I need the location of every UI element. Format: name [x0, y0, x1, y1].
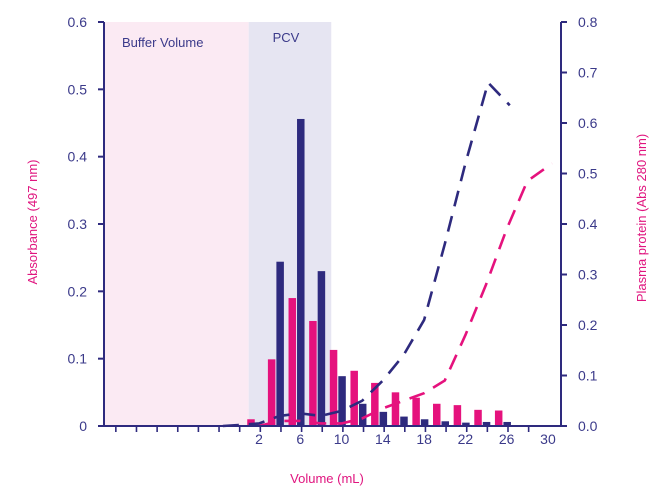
y-left-tick-label: 0.5	[68, 81, 88, 97]
y-left-tick-label: 0.3	[68, 216, 88, 232]
y-left-tick-label: 0.4	[68, 149, 88, 165]
y-right-tick-label: 0.3	[578, 267, 598, 283]
y-right-tick-label: 0.0	[578, 418, 598, 434]
x-tick-label: 6	[296, 431, 304, 447]
y-right-tick-label: 0.1	[578, 368, 598, 384]
y-right-tick-label: 0.2	[578, 317, 598, 333]
x-tick-label: 22	[458, 431, 474, 447]
y-axis-left-title: Absorbance (497 nm)	[25, 159, 40, 284]
bar-pink-12	[350, 370, 358, 426]
bar-pink-6	[288, 298, 297, 426]
bar-pink-4	[267, 359, 276, 426]
x-tick-label: 18	[416, 431, 432, 447]
bar-navy-22	[462, 422, 470, 426]
line-navy-dashed	[222, 81, 511, 428]
bar-navy-16	[400, 416, 408, 426]
bar-pink-14	[371, 382, 379, 426]
bar-navy-10	[338, 376, 346, 426]
bar-pink-26	[494, 410, 503, 426]
bar-pink-24	[474, 409, 482, 426]
bar-navy-14	[379, 411, 388, 426]
y-left-tick-label: 0	[79, 418, 87, 434]
y-left-tick-label: 0.6	[68, 14, 88, 30]
bar-pink-2	[247, 419, 255, 426]
bar-pink-8	[309, 320, 317, 426]
bar-pink-10	[329, 349, 338, 426]
bar-pink-22	[453, 405, 462, 426]
y-right-tick-label: 0.5	[578, 166, 598, 182]
y-right-tick-label: 0.6	[578, 115, 598, 131]
bar-pink-16	[391, 392, 400, 426]
x-tick-label: 30	[540, 431, 556, 447]
x-tick-label: 10	[334, 431, 350, 447]
bar-navy-18	[420, 419, 429, 426]
region-buffer-volume	[104, 22, 249, 426]
bar-navy-24	[482, 421, 491, 426]
x-axis-title: Volume (mL)	[290, 471, 364, 486]
line-pink-dashed	[258, 162, 553, 428]
bar-navy-26	[503, 421, 511, 426]
region-label: Buffer Volume	[122, 35, 203, 50]
y-left-tick-label: 0.2	[68, 283, 88, 299]
y-right-tick-label: 0.4	[578, 216, 598, 232]
bar-navy-4	[276, 261, 284, 426]
region-label: PCV	[273, 30, 300, 45]
bar-navy-20	[441, 421, 450, 426]
y-left-tick-label: 0.1	[68, 351, 88, 367]
y-axis-right-title: Plasma protein (Abs 280 nm)	[634, 134, 649, 302]
bar-navy-6	[297, 118, 305, 427]
x-tick-label: 2	[255, 431, 263, 447]
bar-pink-18	[412, 397, 420, 426]
bar-navy-12	[358, 403, 367, 426]
y-right-tick-label: 0.8	[578, 14, 598, 30]
bar-pink-20	[433, 403, 441, 426]
bar-navy-8	[317, 271, 326, 426]
x-tick-label: 14	[375, 431, 391, 447]
x-tick-label: 26	[499, 431, 515, 447]
y-right-tick-label: 0.7	[578, 65, 598, 81]
